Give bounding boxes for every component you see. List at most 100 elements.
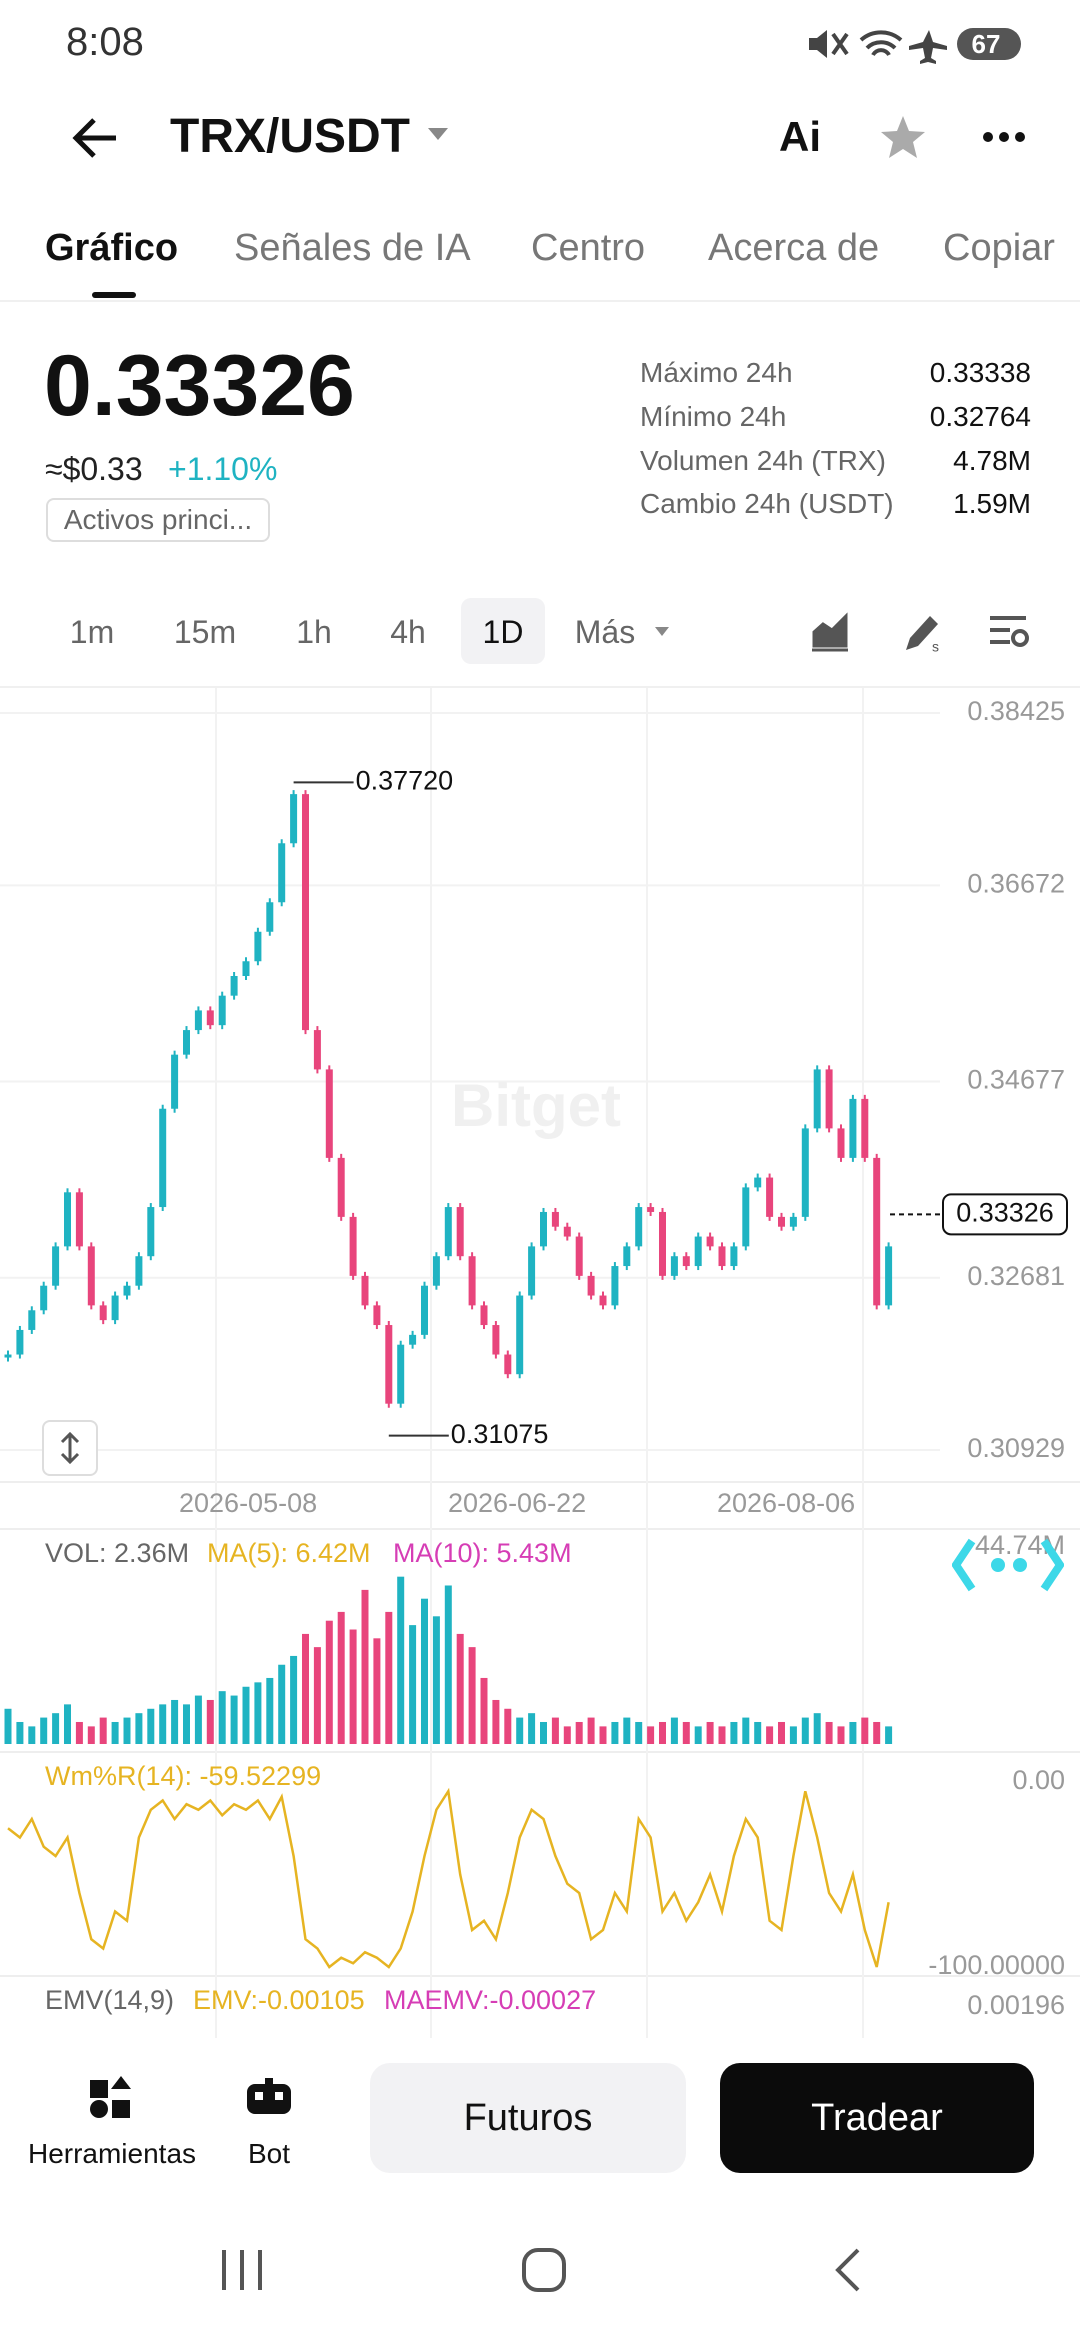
volume-bar (528, 1713, 536, 1744)
volume-bar (373, 1638, 381, 1744)
last-price-label: 0.33326 (956, 1197, 1054, 1227)
stat-value: 1.59M (953, 488, 1031, 519)
candle (444, 1207, 452, 1257)
pair-title[interactable]: TRX/USDT (170, 110, 410, 163)
x-tick-label: 2026-08-06 (717, 1488, 855, 1518)
tab[interactable]: Gráfico (45, 227, 179, 269)
volume-bar (87, 1726, 95, 1744)
candle (16, 1329, 24, 1355)
x-tick-label: 2026-05-08 (179, 1488, 317, 1518)
interval[interactable]: Más (574, 614, 636, 650)
volume-bar (183, 1704, 190, 1744)
candle (635, 1207, 643, 1247)
volume-bar (599, 1726, 607, 1744)
candle (147, 1207, 155, 1257)
interval[interactable]: 1m (69, 614, 115, 650)
candle (302, 794, 309, 1031)
wr-line (7, 1787, 890, 1969)
volume-bar (349, 1629, 357, 1744)
system-nav[interactable] (0, 2240, 1080, 2300)
volume-bar (801, 1717, 809, 1744)
candle (99, 1305, 107, 1321)
volume-bar (409, 1625, 417, 1744)
price-change: +1.10% (168, 451, 278, 487)
candle (825, 1069, 833, 1129)
ai-button[interactable]: Ai (779, 113, 821, 160)
candle (421, 1285, 428, 1335)
pair-dropdown[interactable] (428, 128, 448, 142)
candle (861, 1098, 869, 1158)
chart-tools[interactable]: s (810, 610, 1030, 654)
tab[interactable]: Acerca de (708, 227, 880, 269)
candle (456, 1207, 464, 1257)
candle (789, 1216, 797, 1227)
tools-label[interactable]: Herramientas (27, 2138, 197, 2169)
asset-tag[interactable]: Activos princi... (46, 498, 270, 542)
volume-bar (766, 1726, 774, 1744)
futures-button[interactable]: Futuros (370, 2063, 686, 2173)
candle (278, 843, 286, 903)
volume-bar (778, 1721, 785, 1744)
volume-bar (385, 1611, 393, 1744)
y-tick-label: -100.00000 (928, 1950, 1065, 1980)
nav-badge[interactable] (952, 1535, 1064, 1595)
volume-bar (123, 1717, 131, 1744)
interval[interactable]: 1D (482, 614, 524, 650)
volume-bar (159, 1704, 167, 1744)
x-tick-label: 2026-06-22 (448, 1488, 586, 1518)
candle (670, 1256, 678, 1276)
bot-icon[interactable] (245, 2078, 293, 2118)
ma10-label: MA(10): 5.43M (393, 1538, 572, 1568)
interval[interactable]: 4h (390, 614, 426, 650)
volume-bar (611, 1721, 619, 1744)
tab-indicator (92, 292, 136, 298)
divider (0, 300, 1080, 302)
candle (754, 1177, 762, 1188)
candle (694, 1236, 702, 1267)
candle (742, 1187, 750, 1247)
scale-toggle[interactable] (42, 1420, 98, 1476)
volume-bar (504, 1708, 512, 1744)
tools-icon[interactable] (90, 2076, 134, 2120)
stat-value: 0.33338 (929, 357, 1031, 388)
more-button[interactable] (982, 130, 1026, 144)
annotation: 0.31075 (451, 1419, 549, 1449)
candle (40, 1285, 48, 1311)
volume-bar (52, 1713, 60, 1744)
favorite-button[interactable] (880, 114, 926, 158)
back-button[interactable] (72, 116, 120, 160)
candle (111, 1295, 119, 1321)
candle (587, 1275, 595, 1296)
interval[interactable]: 1h (296, 614, 332, 650)
bot-label[interactable]: Bot (247, 2138, 291, 2169)
volume-bar (563, 1726, 571, 1744)
ma5-label: MA(5): 6.42M (207, 1538, 371, 1568)
candle (254, 931, 262, 962)
stat-label: Máximo 24h (640, 357, 793, 388)
volume-bar (659, 1721, 666, 1744)
trade-button[interactable]: Tradear (720, 2063, 1034, 2173)
y-tick-label: 0.30929 (967, 1433, 1065, 1463)
volume-bar (325, 1620, 333, 1744)
stat-label: Cambio 24h (USDT) (640, 488, 894, 519)
candle (159, 1108, 167, 1208)
tab[interactable]: Copiar (943, 227, 1055, 269)
candle (206, 1010, 214, 1026)
volume-bar (313, 1647, 321, 1744)
emv-value: EMV:-0.00105 (193, 1985, 365, 2015)
volume-bar (873, 1721, 881, 1744)
tab[interactable]: Centro (531, 227, 646, 269)
y-tick-label: 0.34677 (967, 1065, 1065, 1095)
candle (575, 1236, 583, 1276)
volume-bar (623, 1717, 631, 1744)
tab[interactable]: Señales de IA (234, 227, 471, 269)
candle (849, 1098, 857, 1158)
candle (813, 1069, 821, 1129)
watermark: Bitget (451, 1072, 621, 1139)
candle (540, 1211, 547, 1247)
y-tick-label: 0.36672 (967, 868, 1065, 898)
divider (0, 686, 1080, 688)
stat-label: Mínimo 24h (640, 401, 787, 432)
status-icons (809, 28, 1021, 64)
interval[interactable]: 15m (173, 614, 237, 650)
